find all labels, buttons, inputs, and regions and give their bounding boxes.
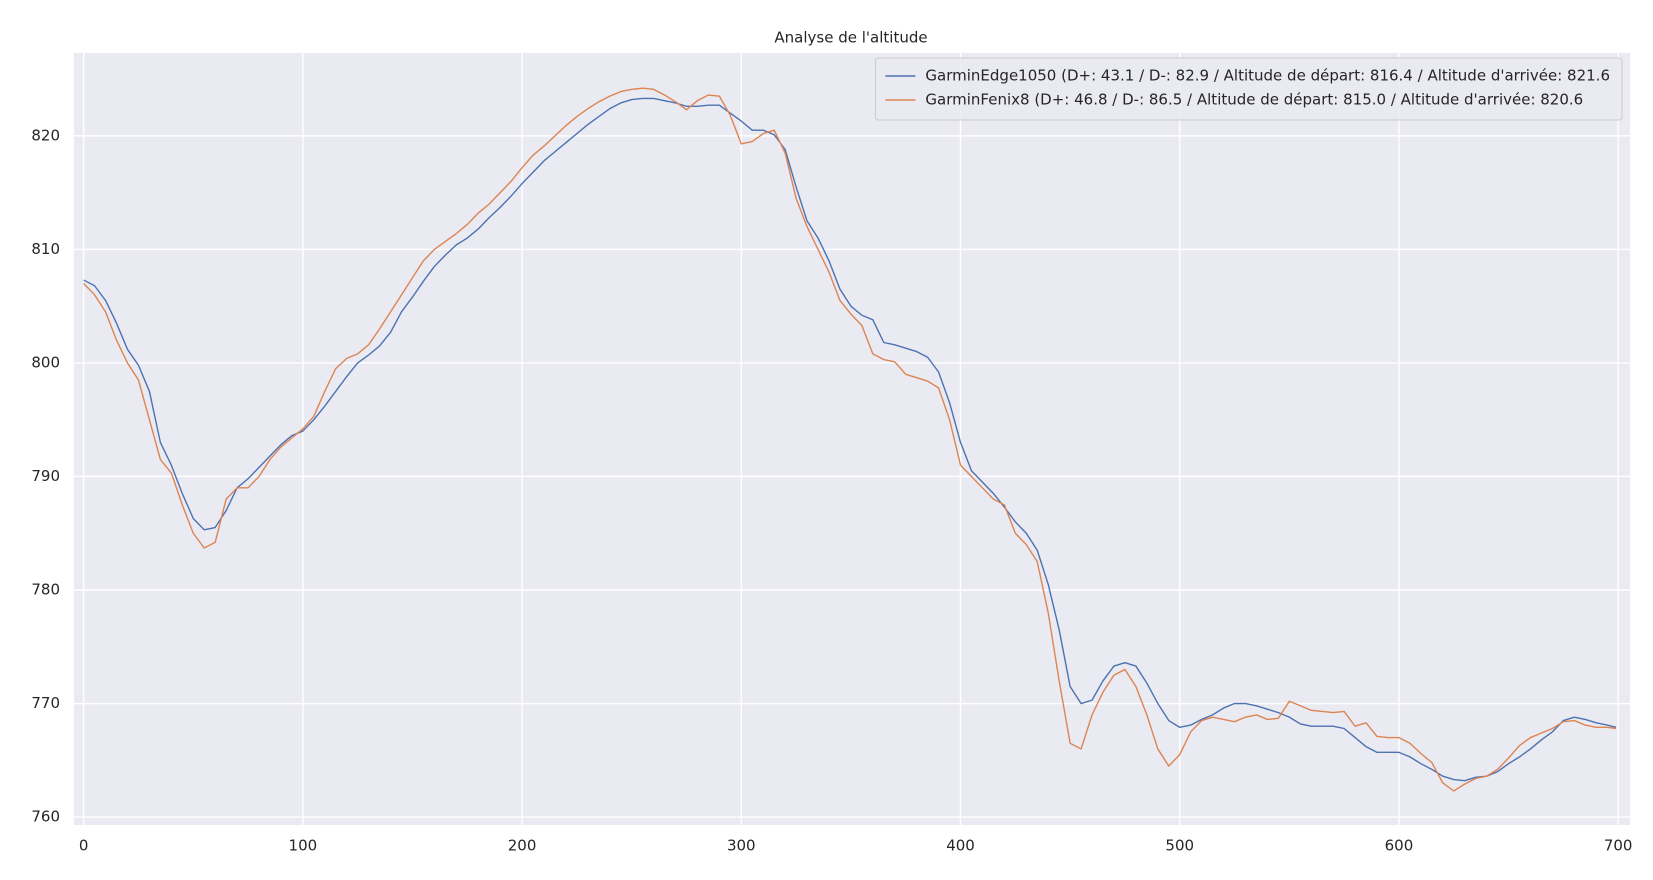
data-line	[83, 97, 1617, 782]
x-tick-label: 200	[508, 837, 537, 855]
x-tick-label: 0	[79, 837, 89, 855]
y-tick-label: 770	[31, 694, 60, 712]
y-tick-label: 790	[31, 467, 60, 485]
x-tick-label: 700	[1604, 837, 1633, 855]
x-tick-label: 600	[1385, 837, 1414, 855]
y-tick-label: 780	[31, 580, 60, 598]
y-tick-label: 800	[31, 353, 60, 371]
x-tick-label: 500	[1165, 837, 1194, 855]
legend: GarminEdge1050 (D+: 43.1 / D-: 82.9 / Al…	[874, 57, 1623, 121]
plot-area	[74, 53, 1630, 825]
y-tick-label: 820	[31, 126, 60, 144]
x-tick-label: 400	[946, 837, 975, 855]
legend-box	[874, 57, 1623, 121]
legend-label: GarminFenix8 (D+: 46.8 / D-: 86.5 / Alti…	[925, 91, 1583, 109]
legend-label: GarminEdge1050 (D+: 43.1 / D-: 82.9 / Al…	[925, 67, 1610, 85]
data-line	[83, 87, 1617, 792]
x-tick-label: 300	[727, 837, 756, 855]
x-tick-label: 100	[289, 837, 318, 855]
y-tick-label: 810	[31, 240, 60, 258]
chart-title: Analyse de l'altitude	[774, 29, 927, 47]
y-tick-label: 760	[31, 808, 60, 826]
